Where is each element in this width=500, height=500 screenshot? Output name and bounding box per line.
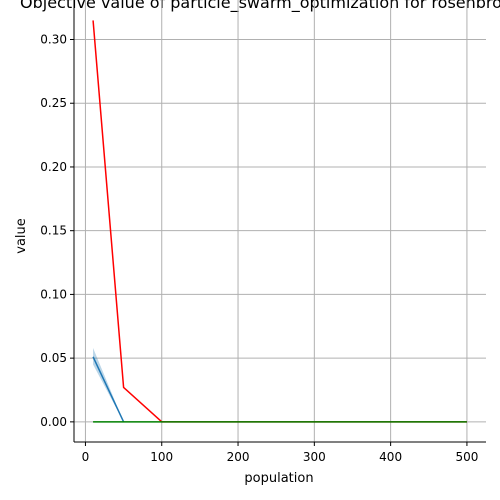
x-tick-label: 300 — [303, 450, 326, 464]
series-lines — [92, 20, 467, 423]
y-tick-label: 0.25 — [40, 96, 67, 110]
series-1-line — [92, 356, 125, 423]
x-tick-label: 200 — [227, 450, 250, 464]
x-tick-label: 100 — [150, 450, 173, 464]
axes: 0 100 200 300 400 500 0.00 0.05 0.10 0.15 0.20 0.25… — [40, 0, 486, 464]
x-tick-label: 500 — [455, 450, 478, 464]
y-tick-label: 0.10 — [40, 287, 67, 301]
series-0-line — [92, 20, 467, 423]
chart-title: Objective value of particle_swarm_optimi… — [20, 0, 500, 13]
y-tick-label: 0.20 — [40, 160, 67, 174]
y-tick-label: 0.15 — [40, 224, 67, 238]
confidence-bands — [93, 347, 124, 422]
y-tick-label: 0.30 — [40, 33, 67, 47]
series-1-band — [93, 347, 124, 422]
y-axis-label: value — [14, 218, 29, 254]
x-tick-label: 0 — [82, 450, 90, 464]
y-tick-label: 0.05 — [40, 351, 67, 365]
y-tick-label: 0.00 — [40, 415, 67, 429]
x-tick-label: 400 — [379, 450, 402, 464]
grid — [74, 0, 486, 442]
x-axis-label: population — [244, 471, 313, 486]
